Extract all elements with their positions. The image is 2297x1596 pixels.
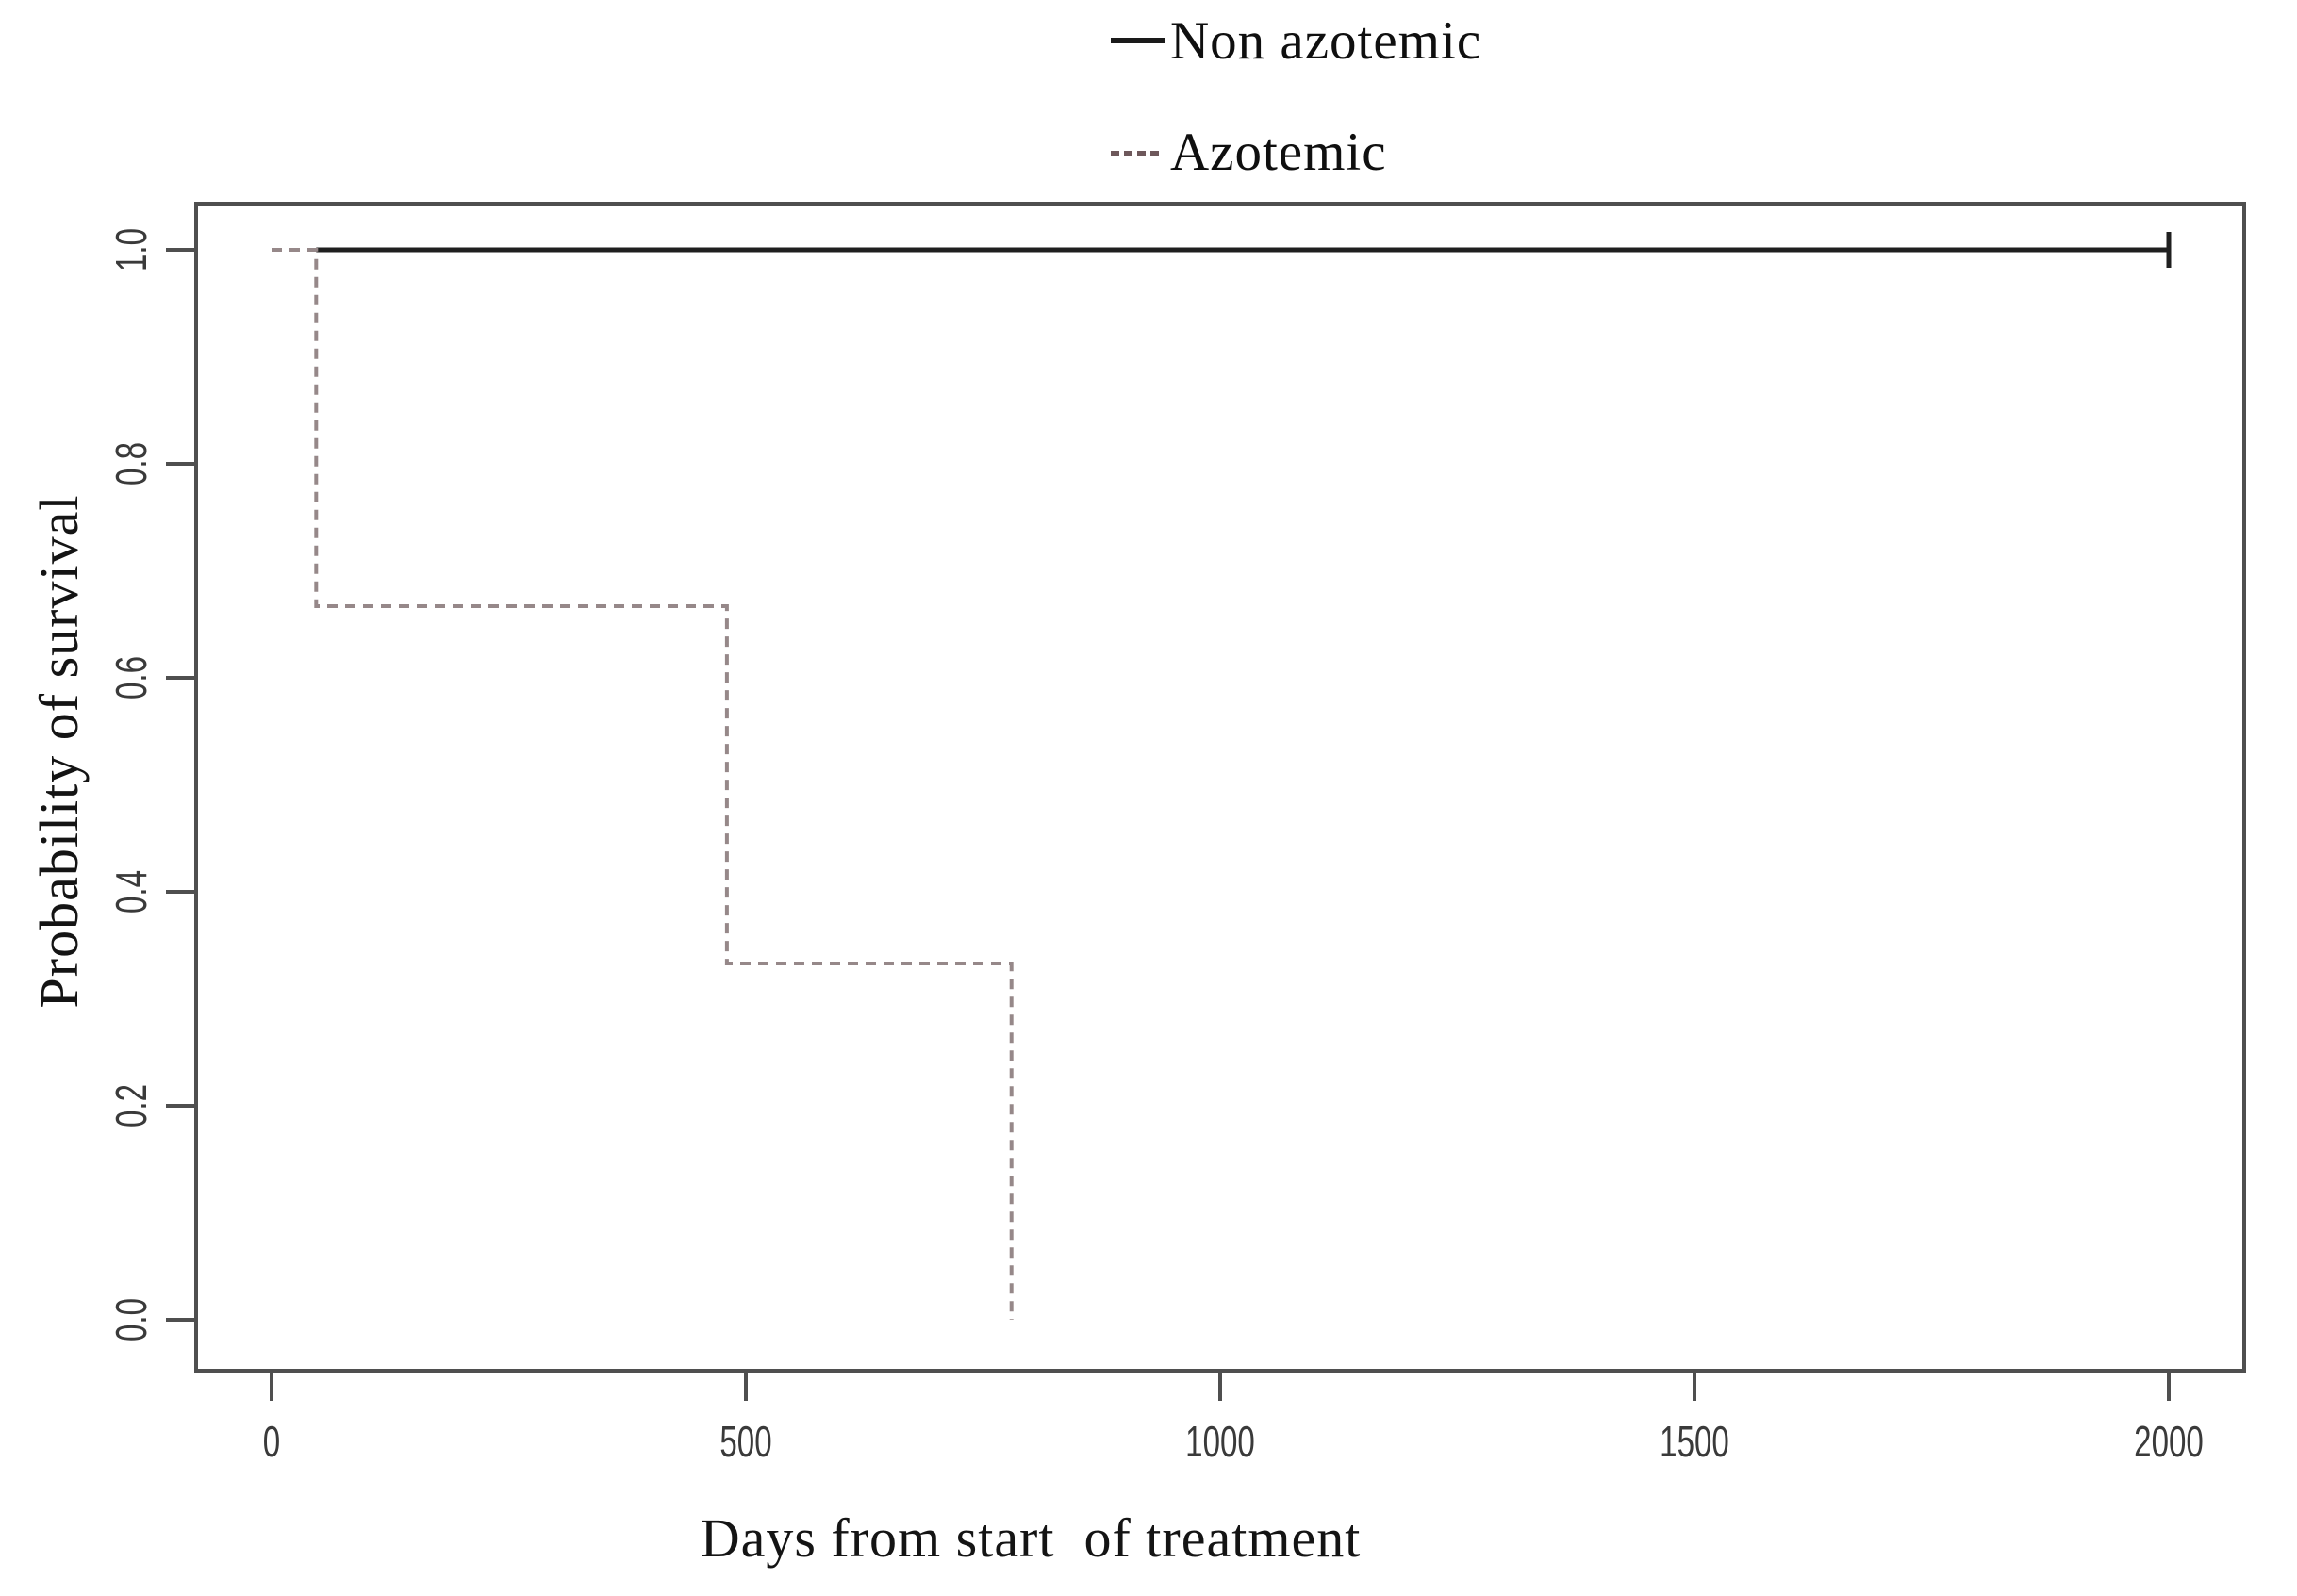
y-tick-label: 0.6	[108, 656, 156, 699]
y-tick-label: 0.0	[108, 1298, 156, 1341]
x-tick-label: 2000	[2134, 1419, 2204, 1466]
legend-line-sample-azotemic	[1111, 151, 1162, 156]
legend-line-sample-non-azotemic	[1111, 38, 1165, 43]
x-axis-title: Days from start of treatment	[700, 1507, 1362, 1569]
x-tick-label: 500	[719, 1419, 771, 1466]
x-tick-label: 1500	[1660, 1419, 1729, 1466]
plot-border	[194, 202, 2246, 1373]
y-tick-label: 0.4	[108, 870, 156, 913]
x-tick-label: 0	[263, 1419, 280, 1466]
x-tick-label: 1000	[1185, 1419, 1255, 1466]
y-tick-label: 0.2	[108, 1084, 156, 1127]
y-tick-label: 1.0	[108, 228, 156, 271]
legend-label-azotemic: Azotemic	[1170, 123, 1387, 182]
km-curve-azotemic	[272, 248, 1014, 1320]
legend-label-non-azotemic: Non azotemic	[1170, 11, 1482, 71]
y-tick-label: 0.8	[108, 442, 156, 485]
